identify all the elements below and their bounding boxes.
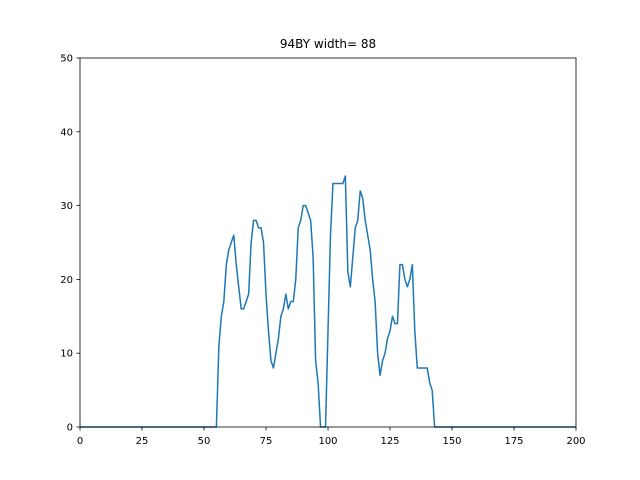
x-tick-label: 150: [442, 436, 461, 447]
y-tick-label: 30: [60, 201, 73, 212]
x-tick-label: 125: [380, 436, 399, 447]
axes-background: [80, 58, 576, 427]
x-tick-label: 175: [504, 436, 523, 447]
x-tick-label: 50: [198, 436, 211, 447]
x-tick-label: 25: [136, 436, 149, 447]
y-tick-label: 0: [67, 423, 73, 434]
y-tick-label: 50: [60, 54, 73, 65]
y-tick-label: 40: [60, 127, 73, 138]
y-tick-label: 20: [60, 275, 73, 286]
chart-title: 94BY width= 88: [280, 37, 376, 51]
x-tick-label: 100: [318, 436, 337, 447]
y-axis: 0 10 20 30 40 50: [60, 54, 80, 434]
x-tick-label: 0: [77, 436, 83, 447]
plot-area: 0 25 50 75 100 125 150 175 200 0 10 20 30 40 50: [60, 54, 585, 448]
x-tick-label: 200: [566, 436, 585, 447]
x-tick-label: 75: [260, 436, 273, 447]
y-tick-label: 10: [60, 349, 73, 360]
axes-frame: [79, 57, 577, 428]
x-axis: 0 25 50 75 100 125 150 175 200: [77, 427, 586, 447]
